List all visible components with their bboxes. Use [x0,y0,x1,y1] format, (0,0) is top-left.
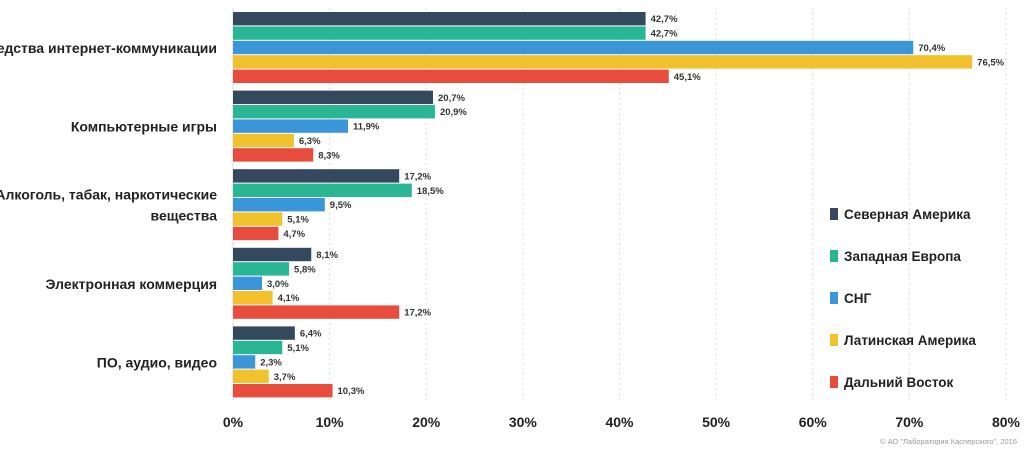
legend-swatch [830,334,838,346]
category-label: Компьютерные игры [71,119,217,135]
bar [233,169,400,183]
x-tick-label: 10% [316,414,345,430]
x-tick-label: 20% [412,414,441,430]
x-tick-label: 60% [799,414,828,430]
bar [233,55,973,69]
category-label: ПО, аудио, видео [97,354,217,370]
bar-value-label: 17,2% [404,171,431,182]
bar-value-label: 4,7% [283,229,305,240]
bar-value-label: 42,7% [651,14,678,25]
bar [233,247,312,262]
bar [233,183,412,197]
bar-value-label: 70,4% [918,43,945,54]
bar [233,369,269,383]
legend: Северная Америка Западная Европа СНГ Латинс… [830,207,976,390]
category-label: Алкоголь, табак, наркотические [0,187,217,203]
bar [233,262,290,276]
bar [233,326,295,340]
bar [233,119,348,133]
bar [233,384,333,398]
bar [233,26,646,40]
bar [233,133,294,148]
bar [233,40,914,55]
category-labels: Средства интернет-коммуникации Компьютерн… [0,40,217,370]
bar [233,276,262,290]
bars: 42,7% 42,7% 70,4% 76,5% 45,1% 20,7% 20,9% 11,9%… [233,12,1005,398]
legend-label: Латинская Америка [844,333,976,348]
bar-value-label: 3,7% [274,372,296,383]
bar-value-label: 2,3% [260,357,282,368]
bar-value-label: 6,3% [299,136,321,147]
bar-value-label: 45,1% [674,72,701,83]
legend-swatch [830,292,838,304]
bar-value-label: 5,8% [294,264,316,275]
bar [233,212,283,226]
bar-value-label: 6,4% [300,329,322,340]
bar [233,12,646,26]
x-tick-label: 0% [223,414,244,430]
bar [233,291,273,305]
bar-value-label: 4,1% [278,293,300,304]
bar-value-label: 5,1% [287,343,309,354]
x-tick-label: 80% [992,414,1021,430]
bar-value-label: 18,5% [417,186,444,197]
bar-value-label: 76,5% [977,57,1004,68]
x-axis-ticks: 0% 10% 20% 30% 40% 50% 60% 70% 80% [223,414,1021,430]
bar-value-label: 3,0% [267,279,289,290]
x-tick-label: 30% [509,414,538,430]
bar-value-label: 9,5% [330,200,352,211]
x-tick-label: 70% [895,414,924,430]
legend-swatch [830,376,838,388]
legend-swatch [830,250,838,262]
bar [233,305,400,319]
bar [233,148,314,162]
copyright-credit: © АО "Лаборатория Касперского", 2016 [880,437,1017,446]
legend-label: СНГ [844,291,871,306]
bar [233,355,256,369]
x-tick-label: 50% [702,414,731,430]
bar [233,226,279,241]
x-tick-label: 40% [605,414,634,430]
legend-label: Северная Америка [844,207,971,222]
bar-value-label: 11,9% [353,122,380,133]
legend-label: Западная Европа [844,249,961,264]
bar [233,340,283,355]
bar-value-label: 8,3% [318,150,340,161]
legend-swatch [830,208,838,220]
legend-label: Дальний Восток [844,375,954,390]
bar [233,69,669,83]
bar-value-label: 20,7% [438,93,465,104]
category-label: Электронная коммерция [46,276,217,292]
bar-value-label: 42,7% [651,29,678,40]
category-label: вещества [151,208,218,224]
bar-value-label: 5,1% [287,215,309,226]
bar [233,105,435,119]
bar [233,90,434,104]
bar-value-label: 20,9% [440,107,467,118]
bar-value-label: 17,2% [404,308,431,319]
bar-value-label: 10,3% [338,386,365,397]
category-label: Средства интернет-коммуникации [0,40,217,56]
bar-value-label: 8,1% [316,250,338,261]
bar [233,198,325,212]
